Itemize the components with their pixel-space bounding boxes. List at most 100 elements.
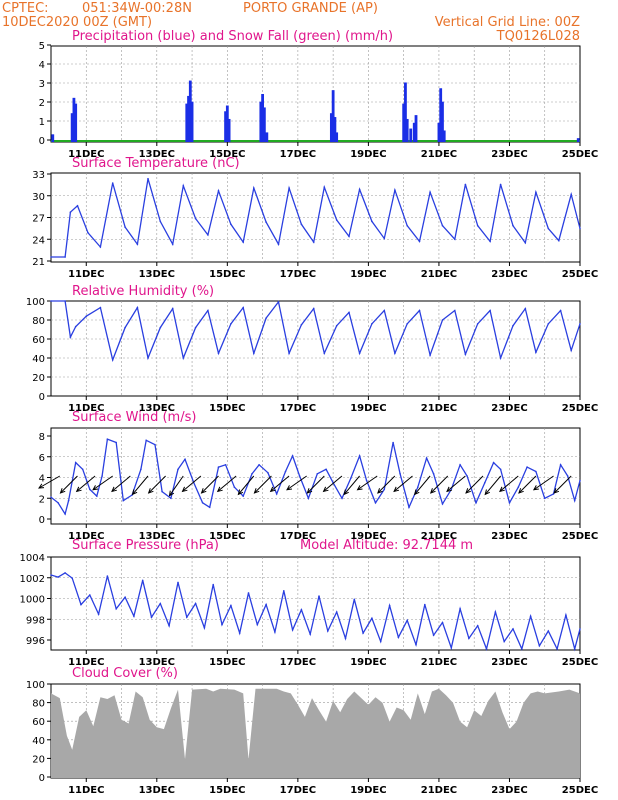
temp-data-point [265,221,267,223]
pressure-data-point [459,608,461,610]
rh-data-point [464,353,467,356]
pressure-ytick-label: 1000 [20,595,45,606]
rh-panel: Relative Humidity (%) 0 20 40 60 80 100 11DEC 13… [26,284,598,414]
pressure-data-point [57,576,59,578]
temp-data-point [335,219,338,221]
wind-vector-arrow [553,475,572,494]
wind-data-point [177,468,179,471]
rh-ytick-label: 40 [32,354,45,365]
wind-vector-arrow [343,475,360,496]
wind-vector-arrow [306,475,325,494]
wind-panel: Surface Wind (m/s) 0 2 4 6 8 11DEC 13DEC 15DEC 17… [38,410,598,542]
pressure-data-point [468,637,470,640]
wind-data-point [242,495,244,497]
cloud-ytick-label: 40 [32,736,45,747]
rh-data-point [323,352,326,355]
temp-data-point [383,237,386,240]
temp-xtick-label: 23DEC [491,269,527,280]
precip-bar [259,101,263,142]
wind-vector-arrow [286,475,307,491]
pressure-data-point [265,603,267,606]
temp-ytick-label: 30 [32,192,45,203]
cloud-xtick-label: 13DEC [139,785,175,796]
wind-vector-head [253,488,260,494]
pressure-data-point [573,648,576,650]
wind-vector-arrow [532,475,554,491]
wind-vector-arrow [499,475,519,493]
wind-data-point [566,475,569,477]
wind-vector-head [532,485,539,491]
temp-data-point [230,223,232,226]
wind-vector-shaft [446,475,466,492]
temp-data-point [300,223,303,226]
wind-data-point [170,497,172,500]
rh-data-point [300,324,303,326]
pressure-data-point [150,616,153,618]
wind-vector-head [429,488,436,494]
wind-vector-arrow [216,475,237,493]
wind-vector-head [343,489,349,496]
pressure-data-point [212,583,214,586]
pressure-data-point [379,640,382,643]
temp-data-point [147,177,149,180]
wind-vector-arrow [237,475,255,496]
wind-data-point [341,497,343,500]
rh-data-point [383,309,386,312]
wind-vector-head [499,486,505,493]
rh-data-point [559,309,562,312]
wind-vector-shaft [306,475,325,494]
rh-data-point [217,352,220,355]
pressure-series-line [50,572,581,652]
rh-data-point [358,352,361,355]
rh-xtick-label: 23DEC [491,403,527,414]
wind-ytick-label: 4 [39,474,45,485]
rh-ytick-label: 100 [26,297,45,308]
wind-vector-head [446,486,452,493]
cloud-ytick-label: 60 [32,717,45,728]
wind-data-point [81,468,84,471]
temp-data-point [253,187,255,189]
wind-vector-shaft [465,475,484,494]
temp-ytick-label: 21 [32,257,45,268]
rh-data-point [50,300,52,302]
rh-data-point [476,323,479,325]
wind-data-point [284,470,287,473]
precip-xtick-label: 17DEC [280,149,316,160]
wind-data-point [559,464,562,466]
temp-data-point [512,224,514,227]
pressure-data-point [221,623,223,626]
wind-vector-head [393,486,400,493]
wind-data-point [96,495,98,497]
wind-data-point [89,488,91,491]
pressure-data-point [415,643,417,646]
wind-vector-head [181,486,188,493]
pressure-data-point [450,647,453,649]
temp-xtick-label: 25DEC [562,269,598,280]
precip-panel: Precipitation (blue) and Snow Fall (gree… [39,29,599,160]
cloud-xtick-label: 23DEC [491,785,527,796]
wind-data-point [459,464,461,466]
wind-vector-shaft [60,475,78,494]
wind-title: Surface Wind (m/s) [72,410,196,425]
wind-vector-shaft [286,475,307,491]
pressure-data-point [538,645,541,647]
pressure-ytick-label: 1004 [20,553,45,564]
rh-data-point [85,315,88,318]
cloud-panel: Cloud Cover (%) 0 20 40 60 80 100 11DEC 13DEC 15D… [26,666,598,796]
wind-vector-shaft [518,475,537,494]
header-station: PORTO GRANDE (AP) [243,1,378,16]
pressure-data-point [106,575,109,577]
wind-data-point [425,457,428,459]
wind-vector-arrow [518,475,537,494]
rh-data-point [371,323,373,325]
rh-xtick-label: 19DEC [350,403,386,414]
precip-bar [51,134,55,142]
wind-series-line [50,438,581,516]
precip-xtick-label: 11DEC [68,149,104,160]
precip-ytick-label: 2 [39,98,45,109]
wind-vector-shaft [533,475,554,491]
pressure-data-point [133,615,135,617]
pressure-ytick-label: 998 [26,615,45,626]
wind-xtick-label: 25DEC [562,531,598,542]
precip-bar [331,90,335,142]
